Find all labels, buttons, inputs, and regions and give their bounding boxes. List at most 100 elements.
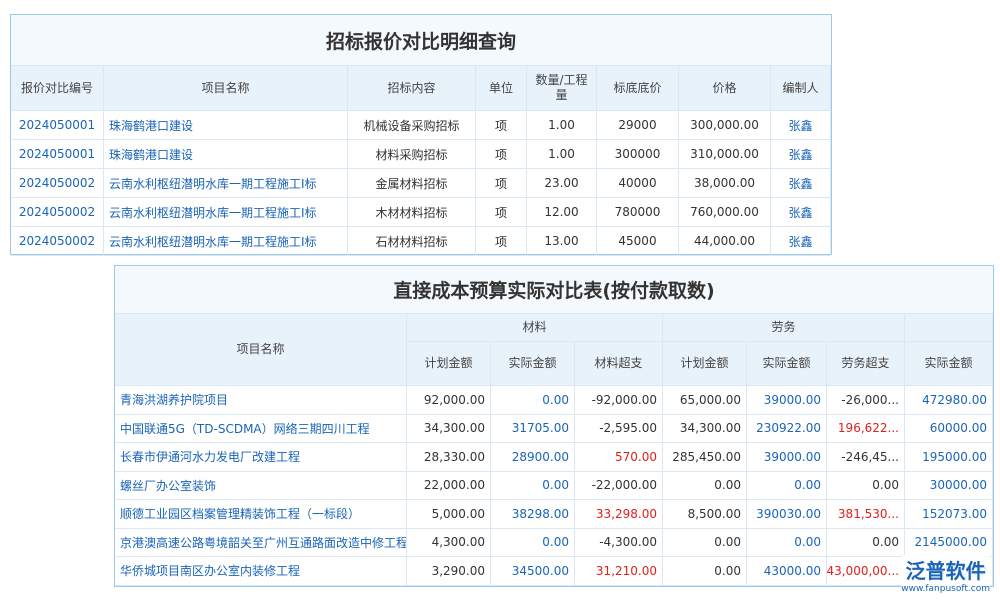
- table-cell: -2,595.00: [575, 414, 663, 443]
- table-cell: -26,000...: [827, 386, 905, 415]
- table-cell: 4,300.00: [407, 528, 491, 557]
- table-cell: 金属材料招标: [348, 169, 476, 198]
- table-title: 直接成本预算实际对比表(按付款取数): [115, 266, 993, 314]
- table-cell: 34500.00: [491, 557, 575, 586]
- table-cell[interactable]: 顺德工业园区档案管理精装饰工程（一标段）: [115, 500, 407, 529]
- column-header: 编制人: [771, 66, 831, 111]
- table-cell: 230922.00: [747, 414, 827, 443]
- table-cell: -22,000.00: [575, 471, 663, 500]
- table-cell: 31,210.00: [575, 557, 663, 586]
- table-cell: 43,000,00...: [827, 557, 905, 586]
- table-cell[interactable]: 华侨城项目南区办公室内装修工程: [115, 557, 407, 586]
- table-cell: 39000.00: [747, 386, 827, 415]
- watermark: 泛普软件 www.fanpusoft.com: [901, 555, 990, 594]
- table-cell[interactable]: 长春市伊通河水力发电厂改建工程: [115, 443, 407, 472]
- table-cell: 92,000.00: [407, 386, 491, 415]
- table-cell: 60000.00: [905, 414, 993, 443]
- table-cell: 34,300.00: [407, 414, 491, 443]
- column-header: 劳务超支: [827, 342, 905, 386]
- table-cell[interactable]: 张鑫: [771, 169, 831, 198]
- table-cell: 12.00: [527, 198, 597, 227]
- table-cell: 项: [476, 140, 527, 169]
- column-header: 招标内容: [348, 66, 476, 111]
- table-cell[interactable]: 云南水利枢纽潜明水库一期工程施工I标: [104, 198, 348, 227]
- table-cell: 33,298.00: [575, 500, 663, 529]
- table-cell: 780000: [597, 198, 679, 227]
- group-header: [905, 314, 993, 342]
- table-cell: -4,300.00: [575, 528, 663, 557]
- table-cell: 300,000.00: [679, 111, 771, 140]
- table-cell[interactable]: 2024050002: [11, 227, 104, 256]
- table-cell: 3,290.00: [407, 557, 491, 586]
- table-cell: 0.00: [747, 528, 827, 557]
- table-cell[interactable]: 螺丝厂办公室装饰: [115, 471, 407, 500]
- table-cell: 38,000.00: [679, 169, 771, 198]
- table-cell: 45000: [597, 227, 679, 256]
- table-cell[interactable]: 2024050002: [11, 169, 104, 198]
- cost-table: 直接成本预算实际对比表(按付款取数) 项目名称 材料 劳务 计划金额 实际金额 材料超支 计划…: [114, 265, 994, 587]
- table-cell: 材料采购招标: [348, 140, 476, 169]
- table-cell: 28900.00: [491, 443, 575, 472]
- table-cell[interactable]: 云南水利枢纽潜明水库一期工程施工I标: [104, 227, 348, 256]
- table-title: 招标报价对比明细查询: [11, 15, 831, 66]
- table-cell: 0.00: [663, 471, 747, 500]
- table-cell: 44,000.00: [679, 227, 771, 256]
- table-cell: 0.00: [747, 471, 827, 500]
- table-cell: 0.00: [663, 557, 747, 586]
- column-header: 报价对比编号: [11, 66, 104, 111]
- table-cell: 195000.00: [905, 443, 993, 472]
- table-cell[interactable]: 珠海鹤港口建设: [104, 111, 348, 140]
- table-cell: 项: [476, 169, 527, 198]
- watermark-brand: 泛普软件: [905, 559, 986, 583]
- table-cell: 28,330.00: [407, 443, 491, 472]
- table-cell: 34,300.00: [663, 414, 747, 443]
- column-header: 材料超支: [575, 342, 663, 386]
- table-cell: 472980.00: [905, 386, 993, 415]
- table-cell: 30000.00: [905, 471, 993, 500]
- column-header: 实际金额: [491, 342, 575, 386]
- table-cell[interactable]: 张鑫: [771, 227, 831, 256]
- table-cell: 196,622...: [827, 414, 905, 443]
- table-cell[interactable]: 京港澳高速公路粤境韶关至广州互通路面改造中修工程: [115, 528, 407, 557]
- table-cell: 机械设备采购招标: [348, 111, 476, 140]
- column-header: 单位: [476, 66, 527, 111]
- table-cell: 5,000.00: [407, 500, 491, 529]
- table-cell[interactable]: 青海洪湖养护院项目: [115, 386, 407, 415]
- table-cell: 39000.00: [747, 443, 827, 472]
- table-cell[interactable]: 张鑫: [771, 198, 831, 227]
- table-cell: -92,000.00: [575, 386, 663, 415]
- table-cell: 381,530...: [827, 500, 905, 529]
- table-cell[interactable]: 2024050001: [11, 111, 104, 140]
- table-cell: 390030.00: [747, 500, 827, 529]
- table-cell[interactable]: 云南水利枢纽潜明水库一期工程施工I标: [104, 169, 348, 198]
- table-cell: 29000: [597, 111, 679, 140]
- table-cell: -246,45...: [827, 443, 905, 472]
- table-cell: 40000: [597, 169, 679, 198]
- table-cell: 22,000.00: [407, 471, 491, 500]
- table-cell: 0.00: [663, 528, 747, 557]
- table-cell[interactable]: 张鑫: [771, 111, 831, 140]
- table-cell[interactable]: 中国联通5G（TD-SCDMA）网络三期四川工程: [115, 414, 407, 443]
- column-header: 计划金额: [407, 342, 491, 386]
- table-cell: 13.00: [527, 227, 597, 256]
- table-cell: 300000: [597, 140, 679, 169]
- column-header: 项目名称: [104, 66, 348, 111]
- table-cell: 43000.00: [747, 557, 827, 586]
- table-cell: 285,450.00: [663, 443, 747, 472]
- table-cell[interactable]: 2024050001: [11, 140, 104, 169]
- column-header: 实际金额: [747, 342, 827, 386]
- table-cell: 1.00: [527, 111, 597, 140]
- column-header: 计划金额: [663, 342, 747, 386]
- table-cell: 31705.00: [491, 414, 575, 443]
- column-header: 实际金额: [905, 342, 993, 386]
- table-cell[interactable]: 张鑫: [771, 140, 831, 169]
- table-cell[interactable]: 珠海鹤港口建设: [104, 140, 348, 169]
- column-header: 数量/工程量: [527, 66, 597, 111]
- table-cell: 0.00: [491, 528, 575, 557]
- table-cell: 8,500.00: [663, 500, 747, 529]
- table-cell[interactable]: 2024050002: [11, 198, 104, 227]
- table-cell: 0.00: [827, 471, 905, 500]
- table-cell: 项: [476, 111, 527, 140]
- table-cell: 0.00: [491, 386, 575, 415]
